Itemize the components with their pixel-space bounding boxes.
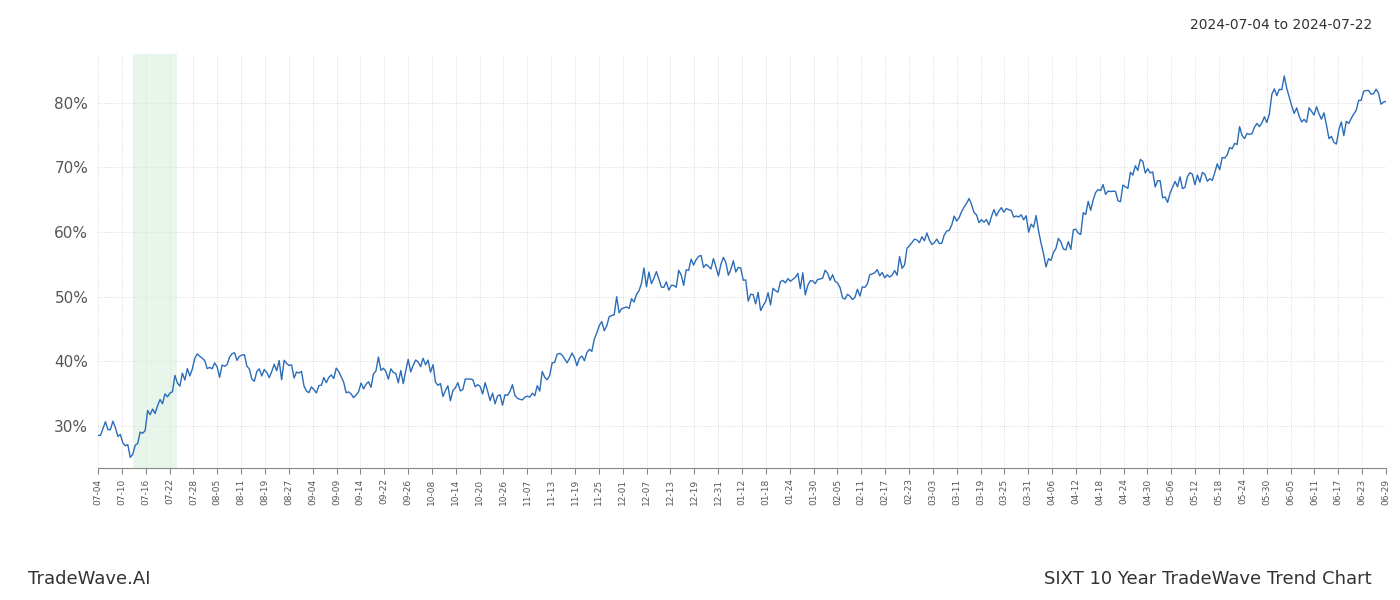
Bar [133, 54, 178, 468]
Text: SIXT 10 Year TradeWave Trend Chart: SIXT 10 Year TradeWave Trend Chart [1044, 570, 1372, 588]
Text: 2024-07-04 to 2024-07-22: 2024-07-04 to 2024-07-22 [1190, 18, 1372, 32]
Text: TradeWave.AI: TradeWave.AI [28, 570, 151, 588]
